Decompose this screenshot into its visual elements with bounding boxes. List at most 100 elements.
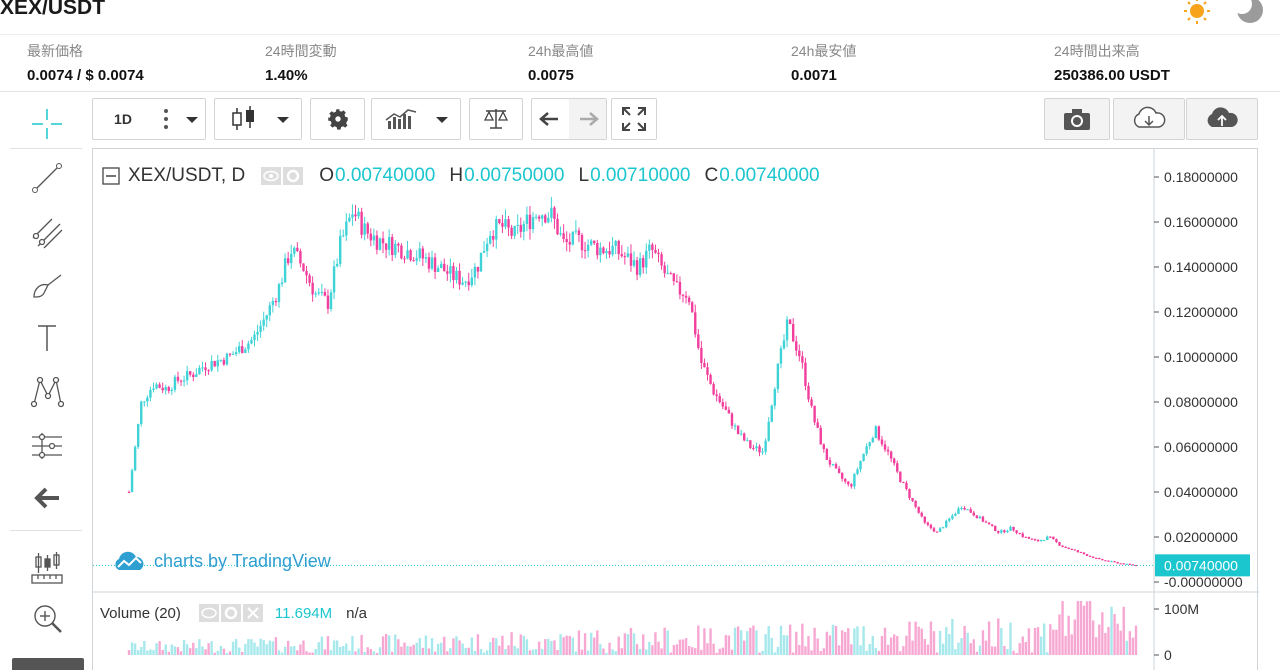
volume-bar bbox=[1006, 649, 1009, 655]
volume-bar bbox=[262, 639, 265, 655]
volume-bar bbox=[935, 652, 939, 655]
candle-body bbox=[1012, 526, 1015, 531]
sun-icon[interactable] bbox=[1182, 0, 1272, 26]
crosshair-tool[interactable] bbox=[29, 106, 65, 142]
volume-bar bbox=[954, 649, 957, 655]
candle-body bbox=[550, 207, 553, 218]
volume-bar bbox=[694, 648, 697, 655]
candle-body bbox=[914, 500, 917, 507]
volume-bar bbox=[657, 641, 660, 655]
volume-tick-label: 0 bbox=[1164, 647, 1172, 663]
candle-body bbox=[1088, 555, 1092, 557]
brush-tool[interactable] bbox=[29, 268, 65, 304]
candle-body bbox=[608, 251, 611, 255]
candle-body bbox=[345, 221, 348, 236]
load-chart-button[interactable] bbox=[1113, 98, 1185, 140]
settings-button[interactable] bbox=[310, 98, 365, 140]
volume-bar bbox=[975, 651, 979, 655]
bottom-tool-button[interactable] bbox=[12, 658, 84, 670]
chevron-down-icon[interactable] bbox=[181, 109, 203, 129]
volume-bar bbox=[739, 630, 743, 655]
volume-bar bbox=[684, 638, 688, 655]
undo-button[interactable] bbox=[532, 99, 569, 139]
volume-bar bbox=[767, 626, 770, 655]
volume-bar bbox=[945, 627, 948, 655]
candle-body bbox=[908, 489, 911, 498]
moon-icon[interactable] bbox=[1232, 0, 1272, 26]
volume-bar bbox=[804, 646, 807, 655]
candle-body bbox=[1027, 537, 1031, 539]
volume-bar bbox=[856, 626, 859, 655]
fullscreen-button[interactable] bbox=[611, 98, 657, 140]
legend-close: 0.00740000 bbox=[719, 165, 820, 186]
pattern-icon bbox=[30, 376, 64, 408]
candle-body bbox=[143, 401, 146, 403]
volume-controls[interactable] bbox=[198, 603, 265, 623]
chart-type-button[interactable] bbox=[214, 98, 302, 140]
volume-bar bbox=[237, 647, 241, 655]
volume-bar bbox=[400, 646, 403, 655]
candle-body bbox=[889, 451, 893, 459]
indicators-button[interactable] bbox=[371, 98, 461, 140]
save-chart-button[interactable] bbox=[1186, 98, 1258, 140]
volume-bar bbox=[173, 646, 177, 655]
volume-bar bbox=[495, 638, 498, 655]
chevron-down-icon[interactable] bbox=[269, 109, 297, 129]
candle-body bbox=[880, 439, 884, 445]
volume-bar bbox=[308, 652, 311, 655]
candle-body bbox=[874, 426, 878, 438]
theme-toggle[interactable] bbox=[1182, 0, 1272, 26]
volume-bar bbox=[541, 648, 544, 655]
volume-bar bbox=[513, 645, 516, 655]
volume-bar bbox=[770, 637, 773, 655]
volume-bar bbox=[914, 621, 917, 655]
volume-bar bbox=[886, 644, 890, 655]
compare-button[interactable] bbox=[469, 98, 523, 140]
candle-body bbox=[883, 444, 887, 450]
volume-bar bbox=[923, 639, 927, 655]
candle-body bbox=[1049, 536, 1052, 538]
chart-settings-tool[interactable] bbox=[29, 550, 65, 586]
volume-bar bbox=[464, 647, 467, 655]
collapse-icon[interactable] bbox=[102, 167, 120, 185]
candle-body bbox=[657, 252, 660, 255]
price-chart[interactable]: 0.18000000 0.16000000 0.14000000 0.12000000… bbox=[93, 149, 1259, 670]
legend-low: 0.00710000 bbox=[590, 165, 691, 186]
candle-body bbox=[599, 247, 602, 256]
volume-bar bbox=[966, 632, 969, 655]
candle-body bbox=[681, 294, 685, 296]
zoom-tool[interactable] bbox=[29, 600, 65, 636]
chart-area[interactable]: 0.18000000 0.16000000 0.14000000 0.12000000… bbox=[92, 148, 1259, 670]
candle-body bbox=[537, 216, 541, 219]
candle-body bbox=[559, 233, 562, 235]
volume-bar bbox=[831, 624, 835, 655]
volume-bar bbox=[192, 642, 195, 655]
volume-bar bbox=[436, 643, 440, 655]
candle-body bbox=[176, 376, 180, 381]
tradingview-watermark[interactable]: charts by TradingView bbox=[112, 547, 331, 575]
candle-body bbox=[488, 235, 492, 244]
volume-bar bbox=[736, 626, 740, 655]
candle-body bbox=[929, 524, 933, 529]
chevron-down-icon[interactable] bbox=[430, 109, 458, 129]
back-tool[interactable] bbox=[29, 480, 65, 516]
legend-high-label: H bbox=[449, 165, 464, 186]
text-tool[interactable] bbox=[29, 320, 65, 356]
candle-body bbox=[1021, 533, 1024, 537]
volume-bar bbox=[271, 641, 275, 655]
more-vertical-icon[interactable] bbox=[151, 104, 181, 134]
candle-body bbox=[678, 281, 682, 295]
redo-button[interactable] bbox=[569, 99, 606, 139]
candle-body bbox=[706, 367, 709, 375]
fib-tool[interactable] bbox=[29, 215, 65, 251]
measure-tool[interactable] bbox=[29, 428, 65, 464]
interval-select[interactable]: 1D bbox=[92, 98, 206, 140]
volume-bar bbox=[746, 631, 749, 655]
screenshot-button[interactable] bbox=[1044, 98, 1110, 140]
candle-body bbox=[127, 492, 131, 493]
volume-bar bbox=[397, 639, 400, 655]
pattern-tool[interactable] bbox=[29, 373, 65, 409]
trendline-tool[interactable] bbox=[29, 160, 65, 196]
legend-controls[interactable] bbox=[261, 166, 305, 186]
volume-bar bbox=[938, 630, 942, 655]
